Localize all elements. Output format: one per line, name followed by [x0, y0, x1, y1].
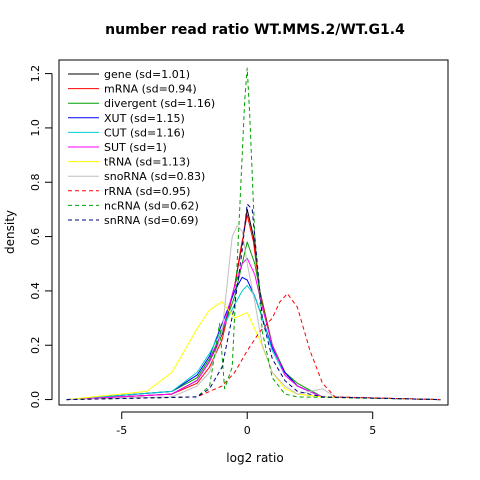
legend-label: CUT (sd=1.16) [104, 126, 185, 139]
x-tick-label: 5 [369, 424, 376, 437]
y-axis: 0.0 0.2 0.4 0.6 0.8 1.0 1.2 [29, 65, 53, 409]
series-line-9 [66, 67, 441, 401]
series-line-7 [66, 225, 441, 401]
series-line-8 [66, 293, 441, 401]
y-tick-label: 1.0 [29, 119, 42, 137]
x-axis: -5 0 5 [116, 411, 376, 437]
series-line-5 [66, 257, 441, 401]
x-tick-label: 0 [244, 424, 251, 437]
y-tick-label: 0.4 [29, 282, 42, 300]
y-axis-label: density [3, 210, 17, 254]
legend-label: snoRNA (sd=0.83) [104, 170, 205, 183]
legend-label: gene (sd=1.01) [104, 68, 190, 81]
x-tick-label: -5 [116, 424, 127, 437]
legend-label: snRNA (sd=0.69) [104, 214, 199, 227]
y-tick-label: 0.0 [29, 391, 42, 409]
series-line-6 [66, 301, 441, 401]
series-line-2 [66, 241, 441, 401]
y-tick-label: 0.2 [29, 336, 42, 354]
chart-title: number read ratio WT.MMS.2/WT.G1.4 [105, 22, 405, 38]
x-axis-label: log2 ratio [226, 451, 283, 465]
legend-label: rRNA (sd=0.95) [104, 185, 190, 198]
legend-label: mRNA (sd=0.94) [104, 83, 197, 96]
legend-label: divergent (sd=1.16) [104, 97, 215, 110]
legend-label: XUT (sd=1.15) [104, 112, 185, 125]
series-lines [66, 67, 441, 401]
legend-label: ncRNA (sd=0.62) [104, 199, 199, 212]
plot-frame [58, 59, 449, 406]
y-tick-label: 0.8 [29, 173, 42, 191]
legend: gene (sd=1.01) mRNA (sd=0.94)divergent (s… [68, 68, 215, 227]
y-tick-label: 1.2 [29, 65, 42, 83]
legend-label: SUT (sd=1) [104, 141, 167, 154]
legend-label: tRNA (sd=1.13) [104, 156, 190, 169]
series-line-3 [66, 276, 441, 401]
series-line-10 [66, 203, 441, 401]
y-tick-label: 0.6 [29, 228, 42, 246]
